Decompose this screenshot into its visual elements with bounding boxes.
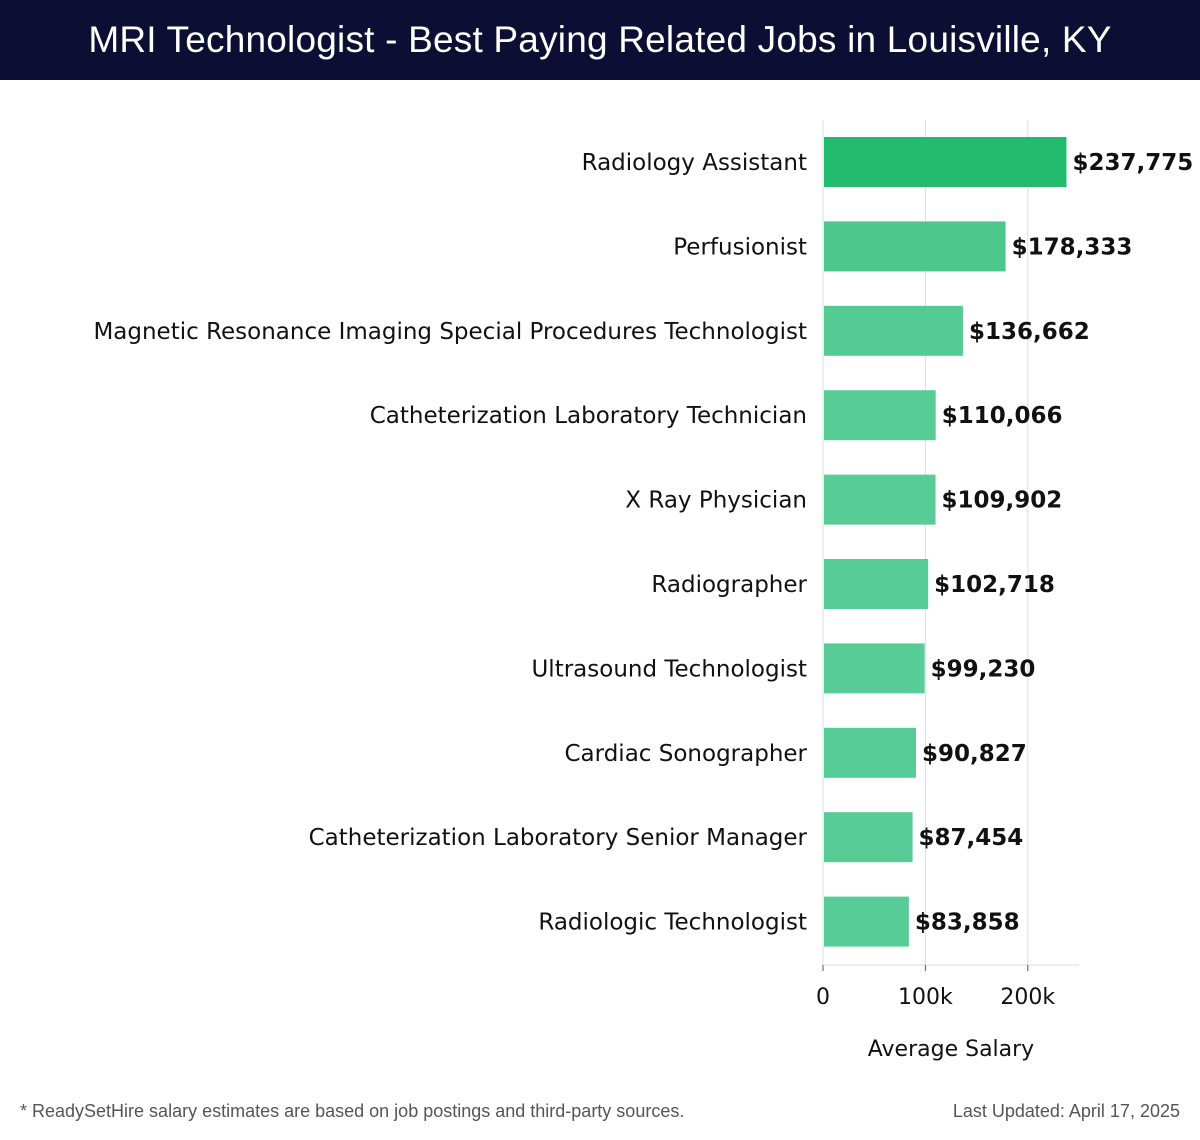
category-label: X Ray Physician	[625, 488, 807, 514]
value-label: $237,775	[1072, 150, 1193, 176]
bar	[824, 643, 925, 694]
category-label: Catheterization Laboratory Senior Manage…	[309, 825, 808, 851]
bar	[824, 305, 963, 356]
bar	[824, 559, 929, 609]
value-label: $99,230	[931, 656, 1036, 682]
bar	[824, 390, 936, 441]
bars	[824, 137, 1067, 947]
category-label: Radiographer	[651, 572, 807, 598]
category-label: Perfusionist	[673, 234, 807, 260]
bar	[824, 221, 1006, 272]
footer-note: * ReadySetHire salary estimates are base…	[20, 1101, 685, 1121]
category-label: Radiology Assistant	[582, 150, 807, 176]
value-label: $136,662	[969, 319, 1090, 345]
bar	[824, 474, 936, 525]
value-label: $87,454	[919, 825, 1024, 851]
value-label: $90,827	[922, 741, 1027, 767]
chart-header: MRI Technologist - Best Paying Related J…	[0, 0, 1200, 80]
bar	[824, 896, 909, 947]
value-labels: $237,775 $178,333 $136,662 $110,066 $109,902…	[915, 150, 1193, 936]
bar	[824, 137, 1067, 187]
category-label: Magnetic Resonance Imaging Special Proce…	[93, 319, 807, 345]
bar	[824, 727, 917, 778]
bar-chart: Radiology Assistant Perfusionist Magnetic …	[93, 120, 1193, 1062]
chart-title: MRI Technologist - Best Paying Related J…	[88, 19, 1112, 60]
value-label: $178,333	[1012, 234, 1133, 260]
category-label: Ultrasound Technologist	[531, 656, 807, 682]
last-updated: Last Updated: April 17, 2025	[952, 1101, 1180, 1121]
x-tick-label: 0	[816, 985, 830, 1010]
value-label: $109,902	[942, 488, 1063, 514]
bar	[824, 812, 913, 863]
x-axis-title: Average Salary	[868, 1037, 1034, 1062]
value-label: $83,858	[915, 910, 1020, 936]
value-label: $102,718	[934, 572, 1055, 598]
category-labels: Radiology Assistant Perfusionist Magnetic …	[93, 150, 807, 936]
x-tick-label: 100k	[898, 985, 953, 1010]
category-label: Catheterization Laboratory Technician	[370, 403, 807, 429]
category-label: Cardiac Sonographer	[565, 741, 808, 767]
x-tick-label: 200k	[1000, 985, 1055, 1010]
x-axis: 0 100k 200k Average Salary	[816, 964, 1079, 1062]
category-label: Radiologic Technologist	[538, 910, 807, 936]
value-label: $110,066	[942, 403, 1063, 429]
